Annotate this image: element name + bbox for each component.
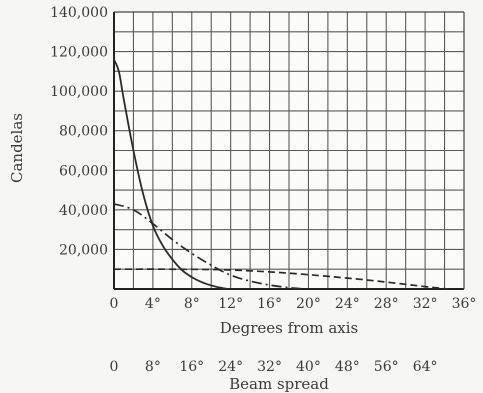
x-tick-label: 12° xyxy=(218,296,243,312)
x-tick-label: 36° xyxy=(452,296,477,312)
x-tick-label: 4° xyxy=(145,296,161,312)
plot-frame xyxy=(113,11,465,290)
x-tick-label: 24° xyxy=(335,296,360,312)
beam-spread-label: Beam spread xyxy=(229,375,329,393)
y-tick-labels: 20,000 40,000 60,000 80,000 100,000 120,000 14… xyxy=(50,5,108,258)
beam-spread-tick-label: 32° xyxy=(257,359,282,375)
y-tick-label: 100,000 xyxy=(50,84,108,100)
y-tick-label: 60,000 xyxy=(59,163,108,179)
beam-spread-tick-label: 48° xyxy=(335,359,360,375)
y-tick-label: 20,000 xyxy=(59,242,108,258)
series-group xyxy=(113,59,448,290)
x-tick-label: 0 xyxy=(110,296,119,312)
beam-spread-tick-label: 56° xyxy=(374,359,399,375)
x-tick-label: 28° xyxy=(374,296,399,312)
x-tick-label: 16° xyxy=(257,296,282,312)
beam-spread-tick-labels: 0 8° 16° 24° 32° 40° 48° 56° 64° xyxy=(110,359,438,375)
series-line-solid xyxy=(113,59,228,290)
x-tick-labels: 0 4° 8° 12° 16° 20° 24° 28° 32° 36° xyxy=(110,296,477,312)
beam-spread-tick-label: 24° xyxy=(218,359,243,375)
x-tick-label: 20° xyxy=(296,296,321,312)
beam-spread-tick-label: 8° xyxy=(145,359,161,375)
x-tick-label: 32° xyxy=(413,296,438,312)
x-axis-label: Degrees from axis xyxy=(220,319,359,337)
beam-spread-tick-label: 64° xyxy=(413,359,438,375)
beam-spread-tick-label: 0 xyxy=(110,359,119,375)
series-line-dashed xyxy=(113,268,448,290)
y-tick-label: 80,000 xyxy=(59,124,108,140)
x-tick-label: 8° xyxy=(184,296,200,312)
y-tick-label: 40,000 xyxy=(59,203,108,219)
series-line-dash-dot xyxy=(113,203,305,290)
y-axis-label: Candelas xyxy=(8,113,26,183)
grid xyxy=(114,12,464,289)
y-tick-label: 120,000 xyxy=(50,45,108,61)
beam-spread-tick-label: 16° xyxy=(179,359,204,375)
y-tick-label: 140,000 xyxy=(50,5,108,21)
beam-spread-tick-label: 40° xyxy=(296,359,321,375)
